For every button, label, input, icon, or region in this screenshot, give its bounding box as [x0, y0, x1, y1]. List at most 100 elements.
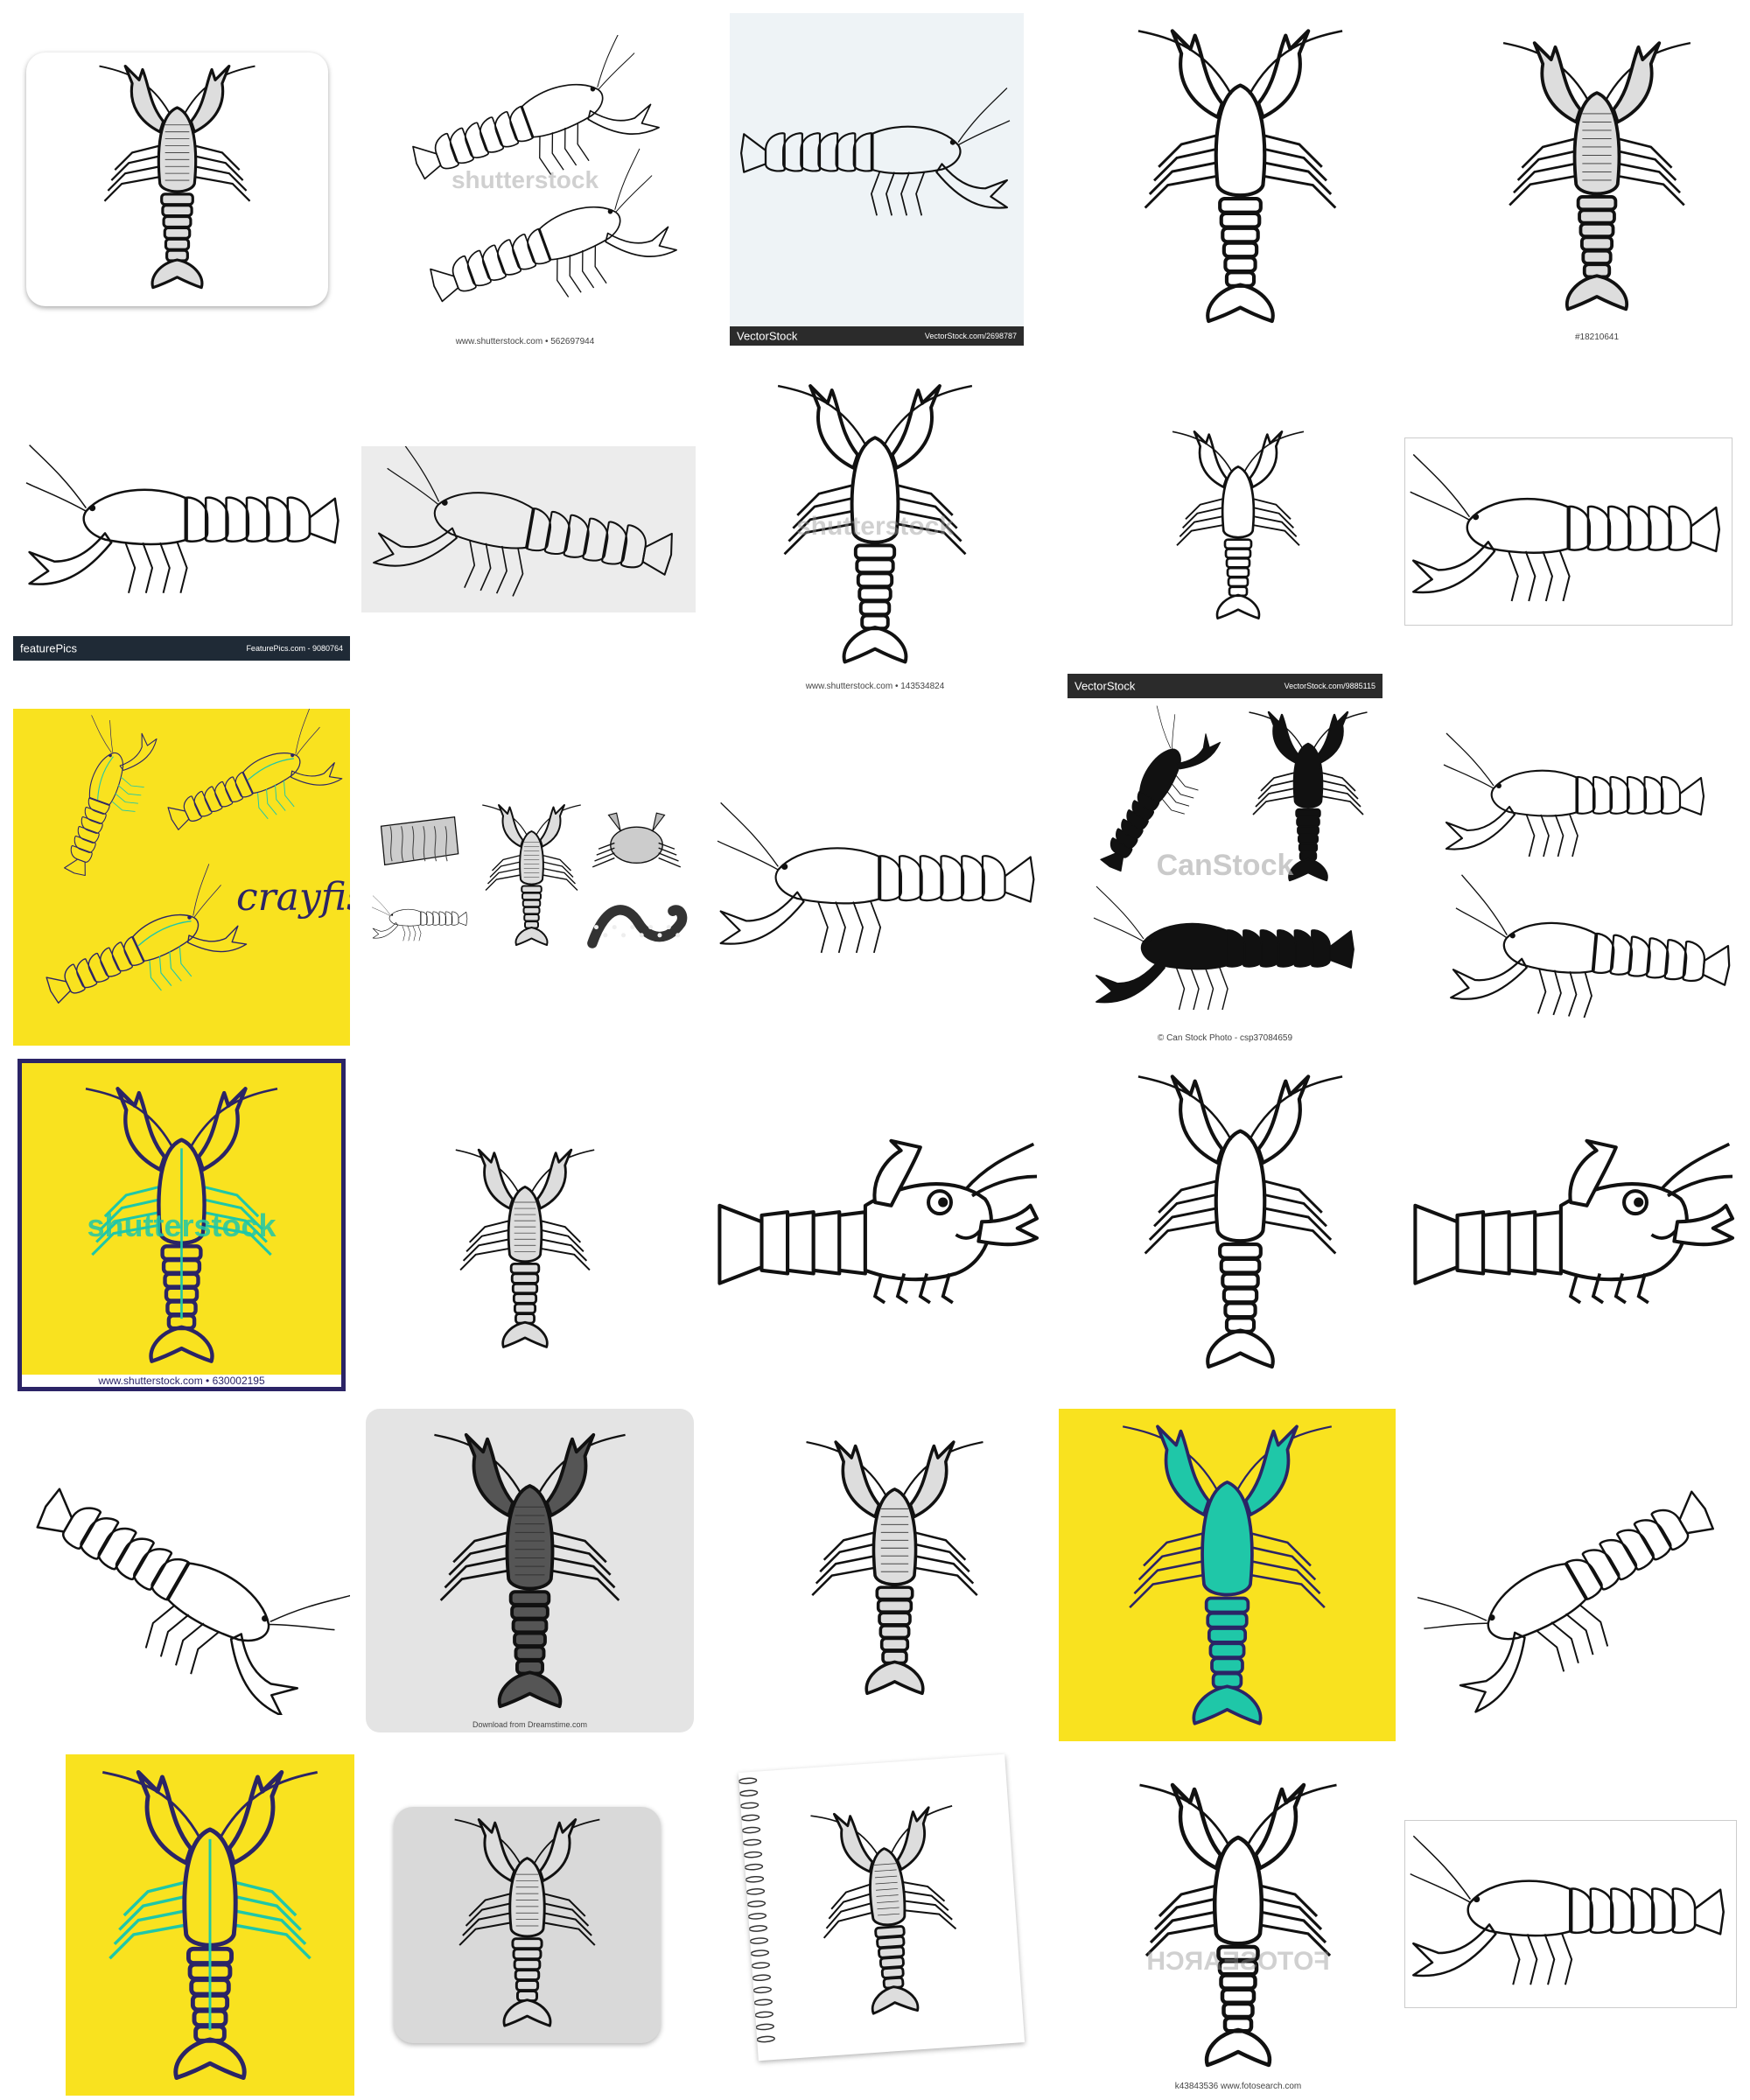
crayfish-line-drawing-image [1418, 1490, 1714, 1713]
image-tile-4[interactable] [1094, 13, 1387, 346]
crayfish-figure [777, 384, 973, 664]
crayfish-figure [46, 864, 248, 1004]
image-tile-2[interactable]: shutterstock www.shutterstock.com • 5626… [372, 35, 678, 350]
crayfish-outline-image [777, 384, 973, 664]
image-tile-21[interactable] [13, 1452, 350, 1715]
crayfish-figure [412, 35, 660, 180]
brand-label: VectorStock [737, 329, 798, 343]
watermark: CanStock [1156, 849, 1294, 882]
crayfish-drawing-image [1410, 453, 1721, 602]
crayfish-figure [1450, 874, 1731, 1018]
crayfish-figure [1093, 886, 1354, 1011]
cartoon-crayfish-figure [1413, 1138, 1735, 1305]
watermark: shutterstock [451, 166, 599, 193]
crayfish-sketch-image [25, 444, 340, 594]
crayfish-figure [102, 1770, 318, 2081]
lobster-engraving-image [806, 1440, 984, 1696]
stock-bar: featurePics FeaturePics.com - 9080764 [13, 636, 350, 661]
crayfish-engraving-image [99, 64, 256, 290]
image-tile-30[interactable] [1404, 1820, 1737, 2008]
crayfish-figure [1139, 1782, 1337, 2068]
crayfish-outline-image [740, 88, 1011, 216]
watermark: FOTOSEARCH [1146, 1947, 1330, 1976]
image-caption: #18210641 [1574, 332, 1620, 342]
crayfish-engraving-image [454, 1818, 600, 2027]
crayfish-figure [1410, 1835, 1725, 1985]
crayfish-trio-image [46, 709, 343, 1004]
crayfish-figure [806, 1440, 984, 1696]
image-tile-19[interactable] [1094, 1059, 1387, 1391]
crayfish-figure [810, 1805, 957, 2015]
crab-figure [592, 812, 682, 868]
watermark: shutterstock [87, 1208, 276, 1243]
stock-bar: VectorStock VectorStock.com/9885115 [1068, 674, 1382, 698]
image-caption: k43843536 www.fotosearch.com [1174, 2082, 1302, 2091]
crayfish-figure [717, 802, 1035, 954]
image-tile-22[interactable]: Download from Dreamstime.com [366, 1409, 694, 1732]
crayfish-figure [1138, 29, 1343, 324]
image-tile-20[interactable] [1404, 1059, 1737, 1391]
image-tile-25[interactable] [1418, 1452, 1737, 1715]
crayfish-figure [1138, 1074, 1343, 1369]
image-tile-28[interactable] [738, 1754, 1026, 2062]
image-tile-24[interactable] [1059, 1409, 1396, 1741]
image-tile-27[interactable] [394, 1807, 661, 2043]
crayfish-figure [430, 148, 677, 303]
two-crayfish-drawing-image [1443, 732, 1731, 1018]
image-tile-1[interactable] [26, 52, 328, 306]
two-lobsters-image [412, 35, 677, 303]
crayfish-yellow-image [85, 1087, 278, 1363]
watermark: shutterstock [795, 512, 955, 541]
seafood-set-image [371, 804, 688, 948]
crayfish-figure [99, 64, 256, 290]
image-tile-12[interactable] [363, 761, 696, 989]
image-tile-8[interactable]: shutterstock www.shutterstock.com • 1435… [752, 363, 998, 691]
crayfish-figure [1249, 710, 1368, 882]
crayfish-figure [1418, 1490, 1714, 1713]
crayfish-figure [85, 1087, 278, 1363]
image-caption: www.shutterstock.com • 143534824 [805, 682, 945, 691]
crayfish-figure [482, 804, 581, 946]
crayfish-outline-image [1138, 29, 1343, 324]
image-tile-16[interactable]: shutterstock www.shutterstock.com • 6300… [18, 1059, 346, 1391]
image-tile-17[interactable] [438, 1111, 612, 1391]
image-tile-10[interactable] [1404, 438, 1732, 626]
fish-steak-figure [380, 816, 459, 866]
crayfish-figure [1410, 453, 1721, 602]
crayfish-figure [740, 88, 1011, 216]
image-tile-9[interactable] [1094, 368, 1382, 661]
image-tile-5[interactable]: #18210641 [1479, 13, 1715, 346]
image-tile-18[interactable] [709, 1059, 1041, 1391]
brand-label: featurePics [20, 641, 78, 655]
stock-id: FeaturePics.com - 9080764 [246, 644, 343, 653]
ornate-crayfish-image [1122, 1424, 1333, 1726]
cartoon-crayfish-image [718, 1138, 1040, 1305]
cartoon-crayfish-figure [718, 1138, 1040, 1305]
crayfish-figure [1172, 430, 1305, 620]
crayfish-engraving-image [434, 1432, 626, 1709]
image-tile-23[interactable] [783, 1426, 1006, 1715]
image-tile-26[interactable] [66, 1754, 354, 2096]
shrimp-sketch-image [717, 802, 1035, 954]
crayfish-icon-image [1172, 430, 1305, 620]
image-tile-3[interactable]: VectorStock VectorStock.com/2698787 [730, 13, 1024, 346]
notebook-lobster-image [738, 1777, 957, 2043]
crayfish-figure [455, 1148, 595, 1348]
tentacle-figure [587, 905, 688, 948]
crayfish-figure [373, 446, 673, 597]
stock-bar: VectorStock VectorStock.com/2698787 [730, 326, 1024, 346]
crayfish-outline-image [1138, 1074, 1343, 1369]
image-tile-11[interactable]: crayfish [13, 709, 350, 1046]
lobster-engraving-image [1502, 41, 1691, 312]
image-tile-7[interactable] [361, 446, 696, 612]
image-caption: © Can Stock Photo - csp37084659 [1157, 1033, 1293, 1043]
crayfish-outline-image [1139, 1782, 1337, 2068]
crayfish-figure [1502, 41, 1691, 312]
image-tile-13[interactable] [713, 788, 1041, 971]
image-tile-29[interactable]: FOTOSEARCH k43843536 www.fotosearch.com [1085, 1763, 1391, 2091]
image-tile-15[interactable] [1418, 713, 1732, 1046]
image-caption: www.shutterstock.com • 630002195 [22, 1375, 341, 1387]
image-tile-6[interactable]: featurePics FeaturePics.com - 9080764 [13, 398, 350, 661]
crayfish-line-drawing-image [36, 1488, 350, 1715]
image-tile-14[interactable]: VectorStock VectorStock.com/9885115 CanS… [1068, 674, 1382, 1050]
